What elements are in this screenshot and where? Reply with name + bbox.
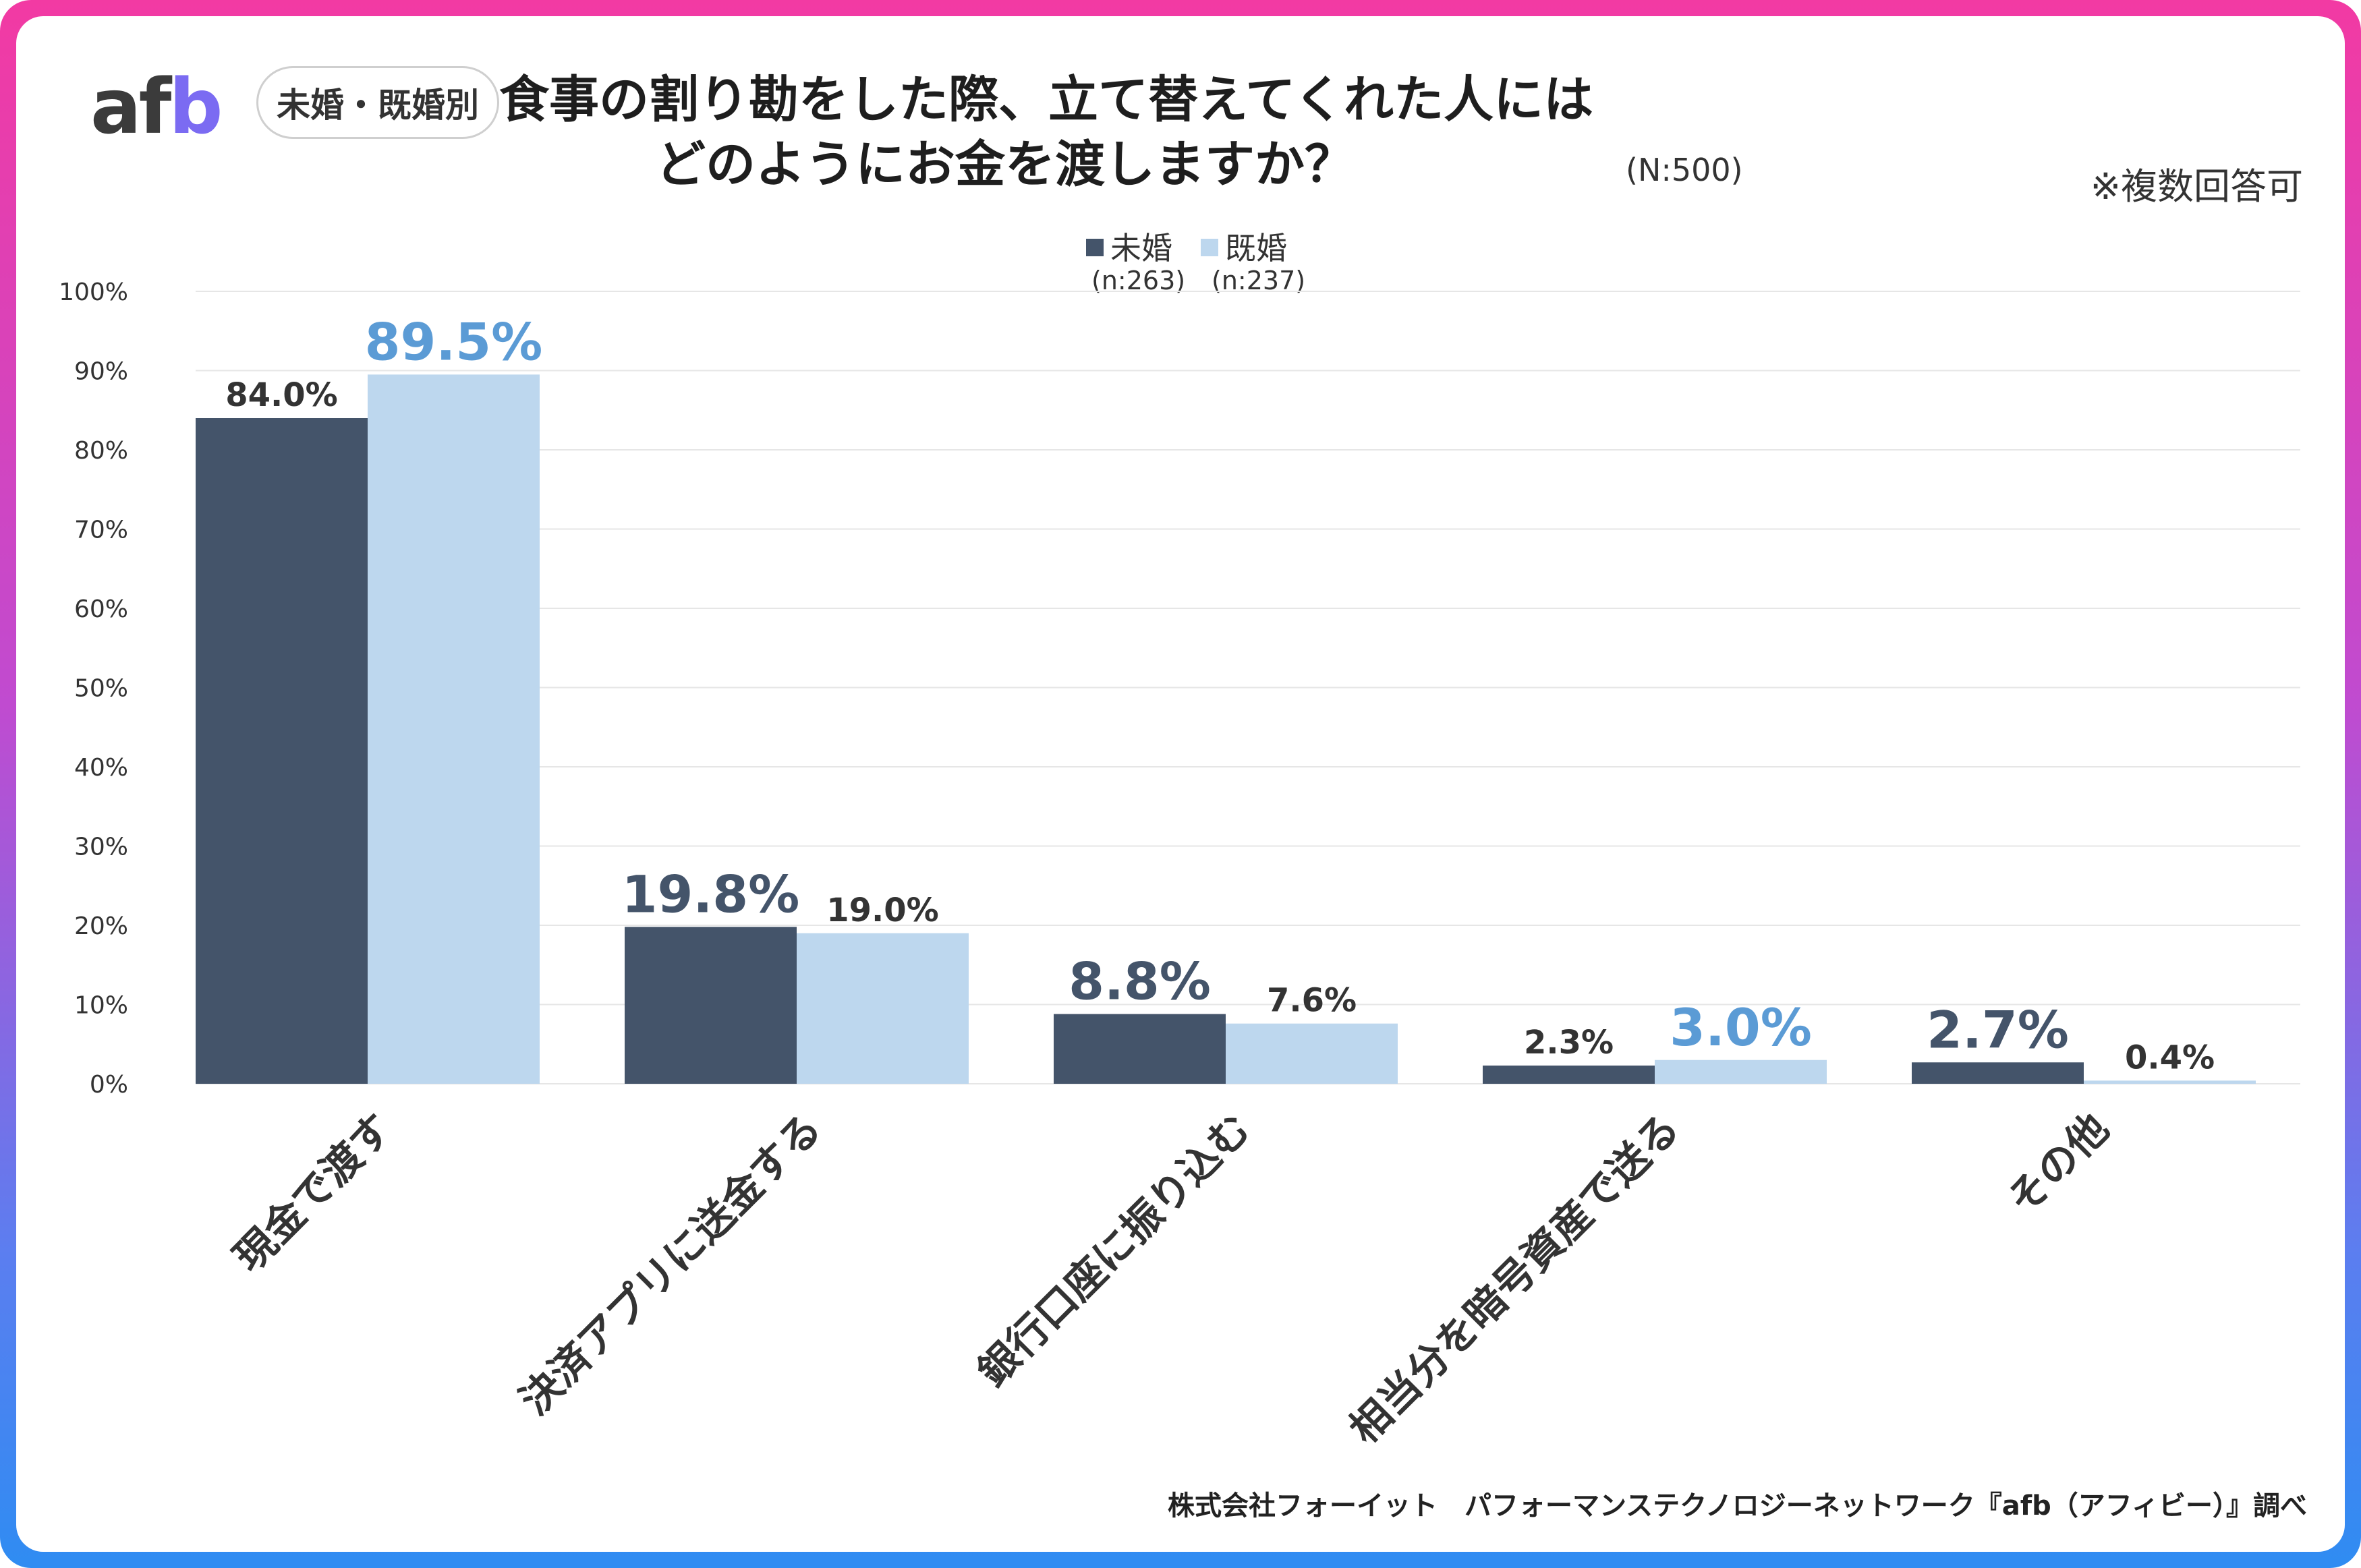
x-category-label: 決済アプリに送金する (511, 1105, 831, 1424)
data-label: 19.0% (826, 892, 939, 929)
y-tick-label: 60% (74, 596, 128, 623)
legend-swatch-married (1201, 239, 1218, 256)
y-tick-label: 40% (74, 754, 128, 782)
source-footer: 株式会社フォーイット パフォーマンステクノロジーネットワーク『afb（アフィビー… (1167, 1490, 2307, 1521)
y-tick-label: 80% (74, 437, 128, 465)
data-label: 2.3% (1524, 1024, 1614, 1062)
chart-title: 食事の割り勘をした際、立て替えてくれた人には どのようにお金を渡しますか？ (499, 67, 1594, 197)
bar-unmarried (1054, 1014, 1226, 1084)
x-category-label: 現金で渡す (225, 1105, 402, 1281)
data-label: 84.0% (225, 376, 338, 414)
chart-title-line2: どのようにお金を渡しますか？ (656, 136, 1355, 194)
bar-unmarried (1912, 1062, 2084, 1084)
data-label: 8.8% (1069, 952, 1211, 1012)
bar-married (797, 933, 969, 1084)
sample-size: (N:500) (1626, 152, 1743, 188)
y-tick-label: 90% (74, 358, 128, 386)
legend-swatch-unmarried (1086, 239, 1104, 256)
y-tick-label: 70% (74, 517, 128, 544)
data-label: 2.7% (1927, 999, 2069, 1059)
y-tick-label: 20% (74, 912, 128, 940)
data-label: 89.5% (365, 312, 543, 372)
bar-unmarried (196, 418, 368, 1084)
y-tick-label: 100% (59, 279, 128, 306)
bar-unmarried (1483, 1065, 1655, 1084)
data-label: 7.6% (1267, 982, 1357, 1020)
legend-n-unmarried: (n:263) (1091, 266, 1186, 295)
x-category-label: その他 (1999, 1105, 2118, 1224)
legend-item-married: 既婚 (1201, 224, 1287, 268)
x-category-label: 相当分を暗号資産で送る (1340, 1105, 1688, 1453)
bar-married (368, 374, 540, 1084)
y-tick-label: 30% (74, 834, 128, 861)
legend-n-married: (n:237) (1212, 266, 1306, 295)
afb-logo: afb (90, 63, 223, 151)
x-category-label: 銀行口座に振り込む (969, 1105, 1259, 1395)
bar-married (1226, 1023, 1398, 1084)
y-tick-label: 50% (74, 675, 128, 703)
bar-unmarried (625, 927, 797, 1084)
data-label: 0.4% (2125, 1039, 2215, 1076)
multiple-answer-note: ※複数回答可 (2090, 165, 2303, 208)
y-tick-label: 10% (74, 992, 128, 1020)
y-tick-label: 0% (90, 1071, 128, 1099)
chart-title-line1: 食事の割り勘をした際、立て替えてくれた人には (499, 71, 1594, 129)
data-label: 3.0% (1670, 997, 1812, 1057)
legend-item-unmarried: 未婚 (1086, 224, 1172, 268)
bar-married (1655, 1059, 1827, 1084)
segment-badge: 未婚・既婚別 (256, 66, 499, 139)
bar-married (2084, 1080, 2256, 1084)
data-label: 19.8% (622, 864, 800, 924)
